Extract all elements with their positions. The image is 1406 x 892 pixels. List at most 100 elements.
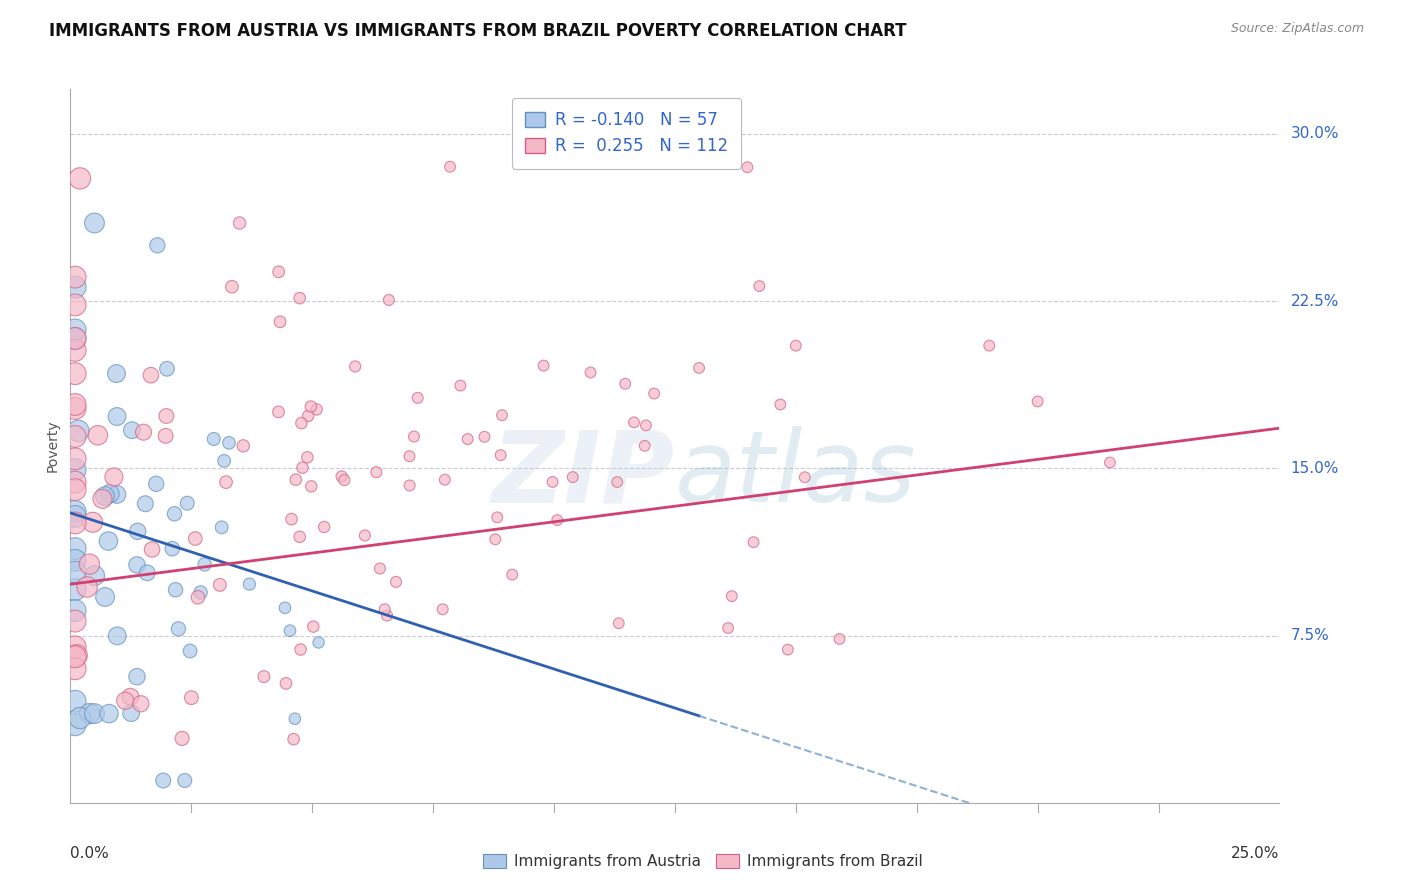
Point xyxy=(398,449,420,463)
Point xyxy=(156,361,179,376)
Point xyxy=(366,465,388,479)
Point xyxy=(449,378,471,392)
Point xyxy=(643,386,665,401)
Point xyxy=(105,629,128,643)
Point xyxy=(288,291,311,305)
Point xyxy=(63,582,86,597)
Point xyxy=(129,697,152,711)
Point xyxy=(634,439,657,453)
Point xyxy=(63,614,86,628)
Point xyxy=(63,270,86,285)
Point xyxy=(63,475,86,489)
Point xyxy=(132,425,155,439)
Point xyxy=(579,366,602,380)
Point xyxy=(63,504,86,518)
Point xyxy=(114,694,136,708)
Point xyxy=(125,558,148,572)
Point xyxy=(63,541,86,556)
Point xyxy=(297,409,319,423)
Point xyxy=(354,528,377,542)
Point xyxy=(280,512,302,526)
Point xyxy=(614,376,637,391)
Point xyxy=(330,469,353,483)
Point xyxy=(202,432,225,446)
Point xyxy=(688,360,710,375)
Point xyxy=(432,602,454,616)
Point xyxy=(63,367,86,381)
Point xyxy=(180,690,202,705)
Point xyxy=(120,690,142,704)
Point xyxy=(79,557,101,571)
Point xyxy=(105,367,128,381)
Point xyxy=(63,298,86,312)
Point xyxy=(83,216,105,230)
Point xyxy=(302,619,325,633)
Point xyxy=(63,565,86,579)
Point xyxy=(439,160,461,174)
Point xyxy=(561,470,583,484)
Point xyxy=(83,568,105,582)
Point xyxy=(63,401,86,416)
Point xyxy=(139,368,162,383)
Point xyxy=(486,510,509,524)
Text: 30.0%: 30.0% xyxy=(1291,127,1339,141)
Point xyxy=(378,293,401,307)
Point xyxy=(793,470,815,484)
Point xyxy=(63,640,86,654)
Point xyxy=(63,280,86,294)
Text: 15.0%: 15.0% xyxy=(1291,461,1339,475)
Point xyxy=(63,397,86,411)
Point xyxy=(146,238,169,252)
Point xyxy=(167,622,190,636)
Point xyxy=(269,315,291,329)
Text: 0.0%: 0.0% xyxy=(70,846,110,861)
Point xyxy=(501,567,523,582)
Point xyxy=(284,712,307,726)
Point xyxy=(179,644,201,658)
Point xyxy=(274,600,297,615)
Point xyxy=(141,542,163,557)
Point xyxy=(65,648,87,663)
Point xyxy=(194,558,217,572)
Point xyxy=(484,533,506,547)
Point xyxy=(305,402,328,417)
Point xyxy=(308,635,330,649)
Point xyxy=(69,711,91,725)
Point xyxy=(737,161,759,175)
Point xyxy=(162,541,184,556)
Point xyxy=(98,706,121,721)
Point xyxy=(79,706,101,721)
Point xyxy=(82,516,104,530)
Point xyxy=(314,520,336,534)
Point xyxy=(94,590,117,604)
Point xyxy=(283,732,305,747)
Point xyxy=(63,509,86,524)
Point xyxy=(623,415,645,429)
Point xyxy=(172,731,194,746)
Point xyxy=(63,553,86,567)
Point xyxy=(491,408,513,422)
Point xyxy=(76,580,98,594)
Point xyxy=(267,265,290,279)
Point xyxy=(63,604,86,618)
Point xyxy=(742,535,765,549)
Text: 22.5%: 22.5% xyxy=(1291,293,1339,309)
Point xyxy=(785,338,807,352)
Point xyxy=(299,479,322,493)
Point xyxy=(63,462,86,476)
Point xyxy=(221,279,243,293)
Point xyxy=(375,608,398,623)
Point xyxy=(606,475,628,489)
Point xyxy=(165,582,187,597)
Point xyxy=(184,532,207,546)
Point xyxy=(63,323,86,337)
Point xyxy=(105,409,128,424)
Point xyxy=(769,397,792,411)
Point xyxy=(546,513,568,527)
Text: Source: ZipAtlas.com: Source: ZipAtlas.com xyxy=(1230,22,1364,36)
Point xyxy=(98,486,121,500)
Point xyxy=(402,429,425,443)
Point xyxy=(333,473,356,487)
Point xyxy=(63,331,86,345)
Y-axis label: Poverty: Poverty xyxy=(45,420,59,472)
